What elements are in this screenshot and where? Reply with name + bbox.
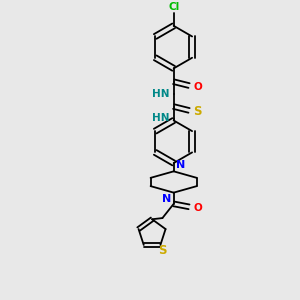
Text: HN: HN [152,113,170,123]
Text: Cl: Cl [168,2,179,12]
Text: S: S [158,244,166,257]
Text: N: N [176,160,185,170]
Text: O: O [194,203,202,213]
Text: O: O [194,82,202,92]
Text: HN: HN [152,88,170,98]
Text: S: S [194,105,202,119]
Text: N: N [162,194,171,204]
